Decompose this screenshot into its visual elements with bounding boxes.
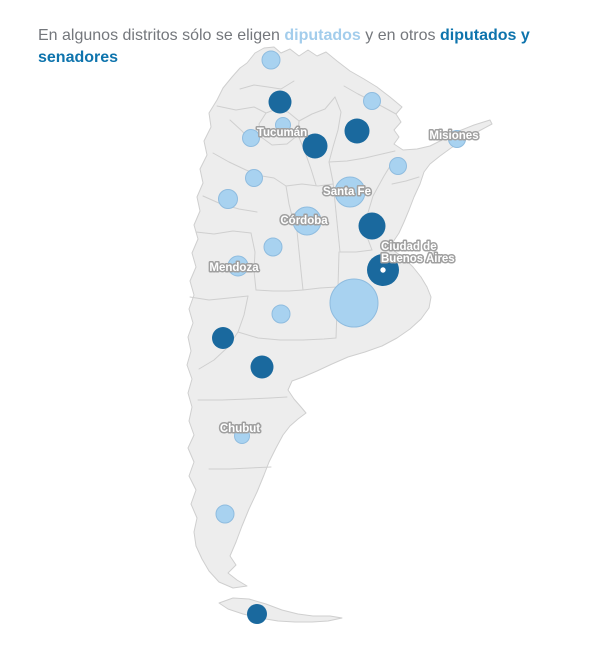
title-prefix: En algunos distritos sólo se eligen (38, 27, 285, 44)
district-bubble-rio-negro[interactable] (250, 355, 274, 379)
district-bubble-santa-cruz[interactable] (215, 504, 235, 524)
province-label-misiones: Misiones (429, 130, 478, 142)
district-bubble-tucuman[interactable] (275, 117, 291, 133)
district-bubble-corrientes[interactable] (389, 157, 407, 175)
province-label-mendoza: Mendoza (209, 262, 259, 274)
district-bubble-catamarca[interactable] (242, 129, 260, 147)
district-bubble-misiones[interactable] (448, 130, 466, 148)
district-bubble-santa-fe[interactable] (334, 176, 366, 208)
district-bubbles-layer (212, 50, 466, 624)
district-bubble-la-rioja[interactable] (245, 169, 263, 187)
district-bubble-neuquen[interactable] (212, 327, 234, 349)
province-label-ciudad-de-buenos-aires: Ciudad de (381, 241, 437, 253)
district-bubble-entre-rios[interactable] (358, 212, 386, 240)
tierra-del-fuego-island-shape (218, 597, 343, 623)
title-senators-highlight: diputados y senadores (38, 27, 535, 66)
capital-dot-ciudad-de-buenos-aires (380, 267, 386, 273)
district-bubble-chaco[interactable] (344, 118, 370, 144)
province-label-tucuman: Tucumán (257, 127, 307, 139)
province-label-santa-fe: Santa Fe (323, 186, 371, 198)
district-bubble-cordoba[interactable] (292, 206, 322, 236)
province-label-chubut: Chubut (220, 423, 260, 435)
district-bubble-tierra-del-fuego[interactable] (247, 604, 267, 624)
district-bubble-formosa[interactable] (363, 92, 381, 110)
district-bubble-san-juan[interactable] (218, 189, 238, 209)
district-bubble-san-luis[interactable] (263, 237, 283, 257)
title-middle: y en otros (360, 27, 440, 44)
district-bubble-buenos-aires[interactable] (329, 278, 379, 328)
title-deputies-highlight: diputados (284, 27, 361, 44)
province-label-cordoba: Córdoba (280, 215, 328, 227)
district-bubble-jujuy[interactable] (261, 50, 281, 70)
district-bubble-salta[interactable] (268, 90, 292, 114)
district-bubble-la-pampa[interactable] (271, 304, 291, 324)
district-bubble-santiago-del-estero[interactable] (302, 133, 328, 159)
district-bubble-mendoza[interactable] (227, 255, 249, 277)
chart-title: En algunos distritos sólo se eligen dipu… (38, 25, 578, 69)
province-label-ciudad-de-buenos-aires: Buenos Aires (381, 253, 455, 265)
district-bubble-chubut[interactable] (234, 428, 250, 444)
province-labels-layer: Tucumán Misiones Santa Fe Córdoba Mendoza Ciu… (208, 126, 480, 437)
